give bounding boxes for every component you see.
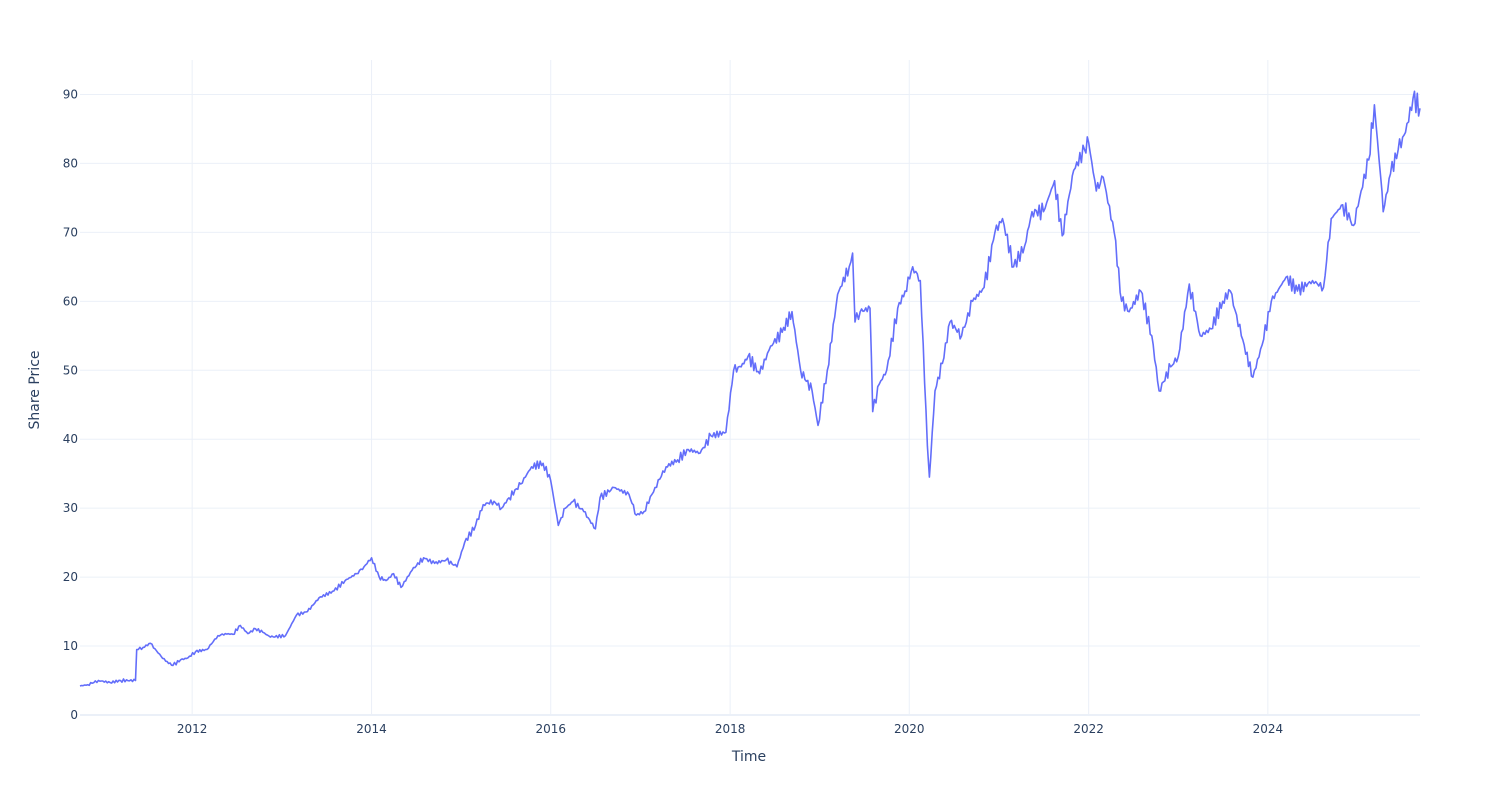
x-tick-label: 2022 — [1073, 722, 1104, 736]
x-tick-label: 2012 — [177, 722, 208, 736]
y-tick-labels: 0 10 20 30 40 50 60 70 80 90 — [63, 87, 78, 722]
x-gridlines — [191, 60, 1269, 715]
x-tick-labels: 2012 2014 2016 2018 2020 2022 2024 — [177, 722, 1283, 736]
x-tick-label: 2014 — [356, 722, 387, 736]
x-tick-label: 2020 — [894, 722, 925, 736]
y-tick-label: 80 — [63, 156, 78, 170]
y-tick-label: 0 — [70, 708, 78, 722]
series-layer — [79, 90, 1421, 687]
y-tick-label: 20 — [63, 570, 78, 584]
y-tick-label: 90 — [63, 87, 78, 101]
x-tick-label: 2024 — [1253, 722, 1284, 736]
x-tick-label: 2018 — [715, 722, 746, 736]
y-tick-label: 60 — [63, 294, 78, 308]
y-axis-title: Share Price — [27, 350, 43, 429]
x-axis-title: Time — [731, 749, 766, 765]
y-tick-label: 40 — [63, 432, 78, 446]
y-tick-label: 30 — [63, 501, 78, 515]
y-gridlines — [80, 93, 1420, 716]
y-tick-label: 50 — [63, 363, 78, 377]
x-tick-label: 2016 — [535, 722, 566, 736]
y-tick-label: 70 — [63, 225, 78, 239]
series-line — [79, 90, 1421, 687]
y-tick-label: 10 — [63, 639, 78, 653]
